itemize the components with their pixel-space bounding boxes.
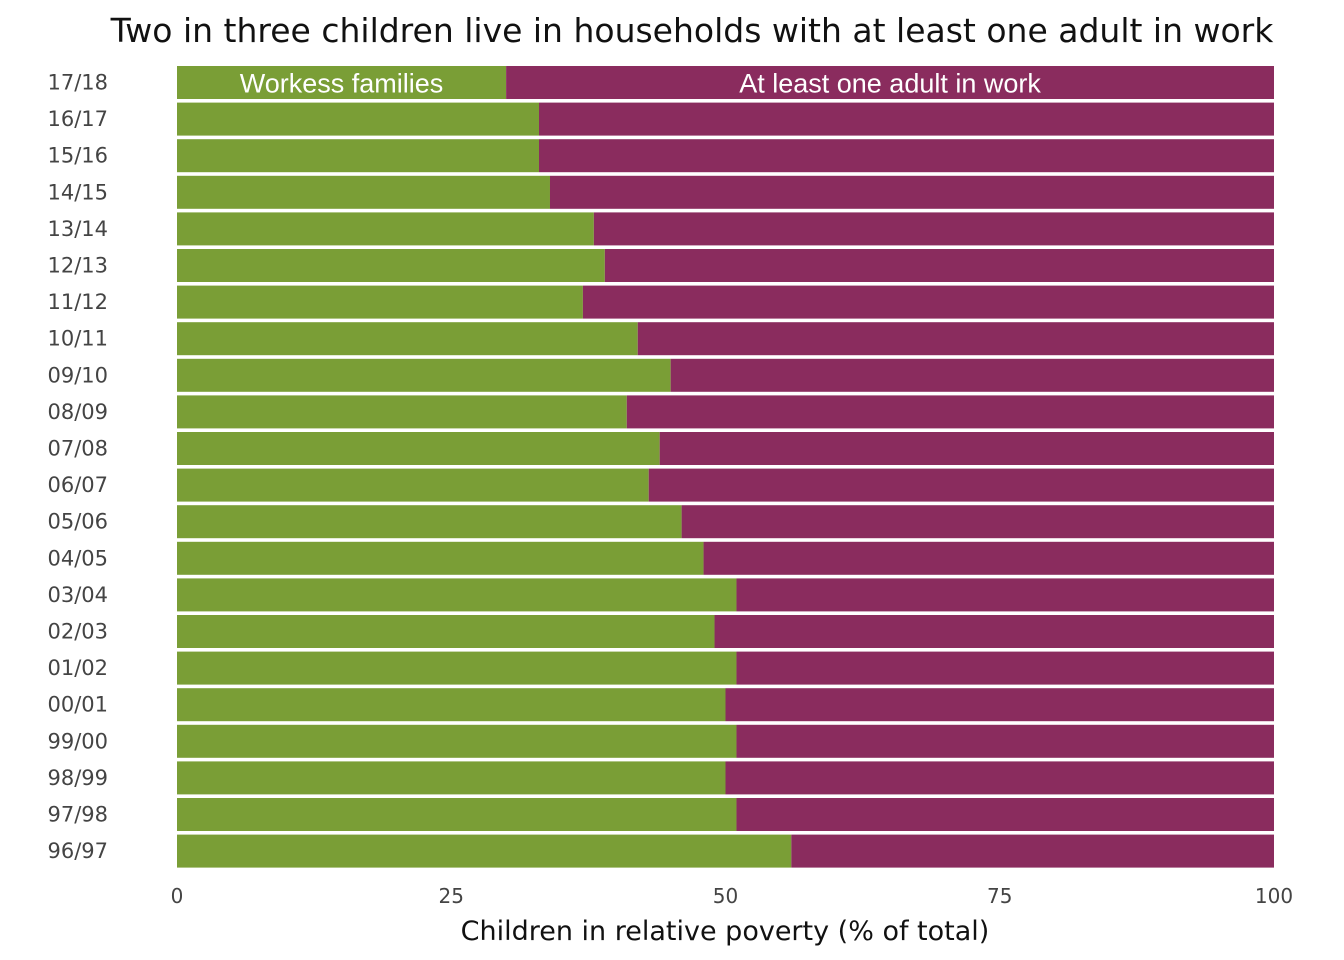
y-tick-label: 07/08 xyxy=(47,437,108,461)
bar-in-work-04-05 xyxy=(703,541,1274,575)
series-label-workless: Workess families xyxy=(240,69,444,99)
bar-in-work-06-07 xyxy=(648,468,1274,502)
y-tick-label: 01/02 xyxy=(47,656,108,680)
bar-workless-04-05 xyxy=(177,541,704,575)
bar-in-work-08-09 xyxy=(626,395,1274,429)
bar-in-work-17-18 xyxy=(506,66,1275,99)
bar-in-work-10-11 xyxy=(637,322,1274,356)
y-tick-label: 08/09 xyxy=(47,400,108,424)
y-tick-label: 04/05 xyxy=(47,546,108,570)
bar-in-work-15-16 xyxy=(539,139,1274,173)
y-tick-label: 97/98 xyxy=(47,803,108,827)
y-tick-label: 96/97 xyxy=(47,839,108,863)
bars-group xyxy=(177,66,1275,868)
bar-workless-97-98 xyxy=(177,798,737,831)
bar-workless-99-00 xyxy=(177,724,737,758)
y-tick-label: 05/06 xyxy=(47,510,108,534)
bar-workless-16-17 xyxy=(177,102,540,136)
x-tick-label: 100 xyxy=(1255,884,1293,908)
y-tick-label: 13/14 xyxy=(47,217,108,241)
y-tick-label: 09/10 xyxy=(47,363,108,387)
y-tick-label: 02/03 xyxy=(47,620,108,644)
chart-title: Two in three children live in households… xyxy=(110,11,1275,50)
y-tick-label: 06/07 xyxy=(47,473,108,497)
bar-workless-98-99 xyxy=(177,761,726,795)
bar-workless-03-04 xyxy=(177,578,737,612)
y-tick-labels: 17/18 16/17 15/16 14/15 13/14 12/13 11/12 10/11… xyxy=(47,71,108,864)
x-tick-label: 75 xyxy=(987,884,1012,908)
bar-workless-01-02 xyxy=(177,651,737,685)
bar-workless-12-13 xyxy=(177,249,605,282)
bar-in-work-99-00 xyxy=(736,724,1274,758)
bar-in-work-02-03 xyxy=(714,615,1274,648)
bar-in-work-11-12 xyxy=(582,285,1274,319)
bar-in-work-05-06 xyxy=(681,505,1274,539)
bar-workless-07-08 xyxy=(177,432,660,465)
y-tick-label: 16/17 xyxy=(47,107,108,131)
bar-in-work-13-14 xyxy=(593,212,1274,246)
y-tick-label: 10/11 xyxy=(47,327,108,351)
bar-workless-11-12 xyxy=(177,285,583,319)
bar-in-work-07-08 xyxy=(659,432,1274,465)
bar-in-work-98-99 xyxy=(725,761,1274,795)
bar-in-work-09-10 xyxy=(670,358,1274,392)
x-tick-label: 0 xyxy=(171,884,184,908)
bar-in-work-12-13 xyxy=(604,249,1274,282)
bar-in-work-96-97 xyxy=(791,834,1274,868)
bar-in-work-97-98 xyxy=(736,798,1274,831)
bar-in-work-03-04 xyxy=(736,578,1274,612)
bar-workless-10-11 xyxy=(177,322,638,356)
bar-workless-13-14 xyxy=(177,212,594,246)
bar-in-work-00-01 xyxy=(725,688,1274,722)
y-tick-label: 14/15 xyxy=(47,180,108,204)
y-tick-label: 12/13 xyxy=(47,254,108,278)
bar-workless-06-07 xyxy=(177,468,649,502)
y-tick-label: 15/16 xyxy=(47,144,108,168)
bar-workless-05-06 xyxy=(177,505,682,539)
bar-in-work-01-02 xyxy=(736,651,1274,685)
bar-workless-17-18 xyxy=(177,66,507,99)
y-tick-label: 11/12 xyxy=(47,290,108,314)
y-tick-label: 17/18 xyxy=(47,71,108,95)
bar-workless-00-01 xyxy=(177,688,726,722)
x-tick-label: 25 xyxy=(439,884,464,908)
bar-in-work-14-15 xyxy=(549,175,1274,209)
series-label-in-work: At least one adult in work xyxy=(739,69,1041,99)
bar-workless-15-16 xyxy=(177,139,540,173)
bar-workless-08-09 xyxy=(177,395,627,429)
x-tick-label: 50 xyxy=(713,884,738,908)
bar-in-work-16-17 xyxy=(539,102,1274,136)
y-tick-label: 99/00 xyxy=(47,729,108,753)
series-labels: Workess families At least one adult in wo… xyxy=(240,69,1042,99)
y-tick-label: 98/99 xyxy=(47,766,108,790)
x-axis-label: Children in relative poverty (% of total… xyxy=(461,916,990,947)
bar-workless-14-15 xyxy=(177,175,550,209)
y-tick-label: 00/01 xyxy=(47,693,108,717)
y-tick-label: 03/04 xyxy=(47,583,108,607)
bar-workless-09-10 xyxy=(177,358,671,392)
bar-workless-02-03 xyxy=(177,615,715,648)
x-tick-labels: 0 25 50 75 100 xyxy=(171,884,1293,908)
bar-workless-96-97 xyxy=(177,834,792,868)
